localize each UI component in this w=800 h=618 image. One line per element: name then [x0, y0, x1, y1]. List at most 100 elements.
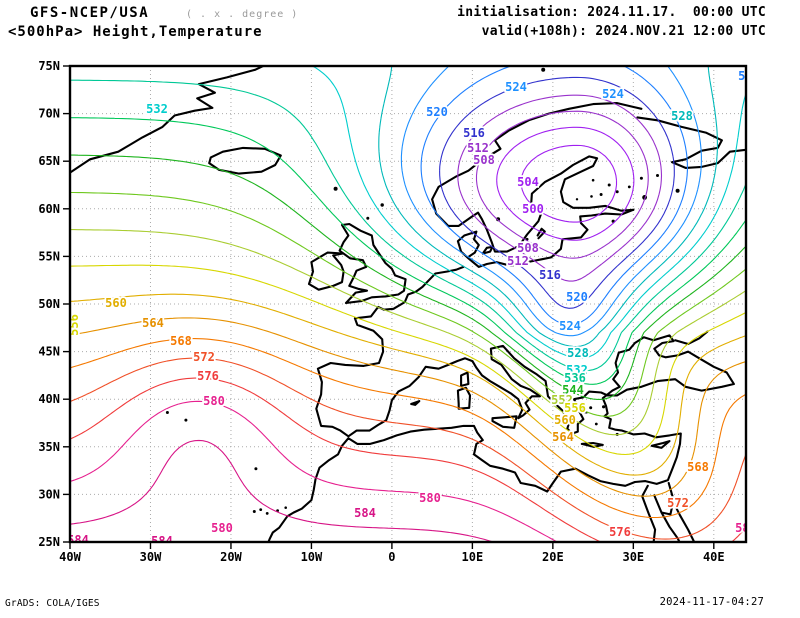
contour-label: 544	[562, 383, 584, 397]
coastline	[674, 330, 709, 346]
coastline	[410, 400, 421, 406]
contour-line-516	[439, 76, 675, 309]
contour-line-584	[70, 439, 494, 542]
contour-label: 576	[609, 525, 631, 539]
map-frame	[68, 64, 748, 544]
lat-label: 35N	[38, 440, 60, 454]
contour-label: 556	[564, 401, 586, 415]
lat-label: 65N	[38, 154, 60, 168]
island-dot	[496, 217, 501, 222]
coastline	[641, 484, 657, 542]
model-name: GFS-NCEP/USA	[30, 5, 150, 21]
contour-line-564	[70, 317, 746, 497]
lon-label: 40W	[59, 550, 81, 564]
island-dot	[380, 203, 384, 207]
lat-label: 45N	[38, 345, 60, 359]
contour-label: 516	[539, 268, 561, 282]
lon-label: 30W	[140, 550, 162, 564]
contour-label: 524	[559, 319, 581, 333]
contour-label: 504	[517, 175, 539, 189]
contour-label: 572	[193, 350, 215, 364]
coastline	[70, 66, 266, 174]
lat-label: 25N	[38, 535, 60, 549]
contour-label: 584	[67, 533, 89, 547]
contour-label: 584	[151, 534, 173, 548]
island-dot	[675, 188, 680, 193]
contour-label: 580	[735, 521, 757, 535]
contour-label: 536	[564, 371, 586, 385]
contour-line-548	[70, 191, 746, 417]
coastline	[653, 481, 675, 516]
contour-label: 528	[671, 109, 693, 123]
island-dot	[639, 176, 643, 180]
coastline	[431, 102, 643, 253]
contour-line-576	[70, 377, 746, 542]
island-dot	[165, 411, 169, 414]
contour-line-552	[70, 229, 746, 436]
island-dot	[252, 510, 256, 513]
coastline	[208, 146, 282, 175]
contour-label: 512	[507, 254, 529, 268]
lon-label: 40E	[703, 550, 725, 564]
coastline	[491, 415, 518, 429]
lat-label: 60N	[38, 202, 60, 216]
init-time: initialisation: 2024.11.17. 00:00 UTC	[457, 5, 766, 20]
lon-label: 0	[388, 550, 395, 564]
island-dot	[566, 419, 569, 423]
lon-label: 20W	[220, 550, 242, 564]
valid-time: valid(+108h): 2024.NOV.21 12:00 UTC	[481, 24, 766, 39]
contour-label: 580	[203, 394, 225, 408]
lat-label: 50N	[38, 297, 60, 311]
contour-label: 560	[105, 296, 127, 310]
page-title: <500hPa> Height,Temperature	[8, 24, 263, 40]
contour-label: 564	[142, 316, 164, 330]
coastline	[267, 265, 735, 542]
contour-label: 568	[170, 334, 192, 348]
contour-line-572	[70, 357, 746, 540]
contour-label: 580	[211, 521, 233, 535]
contour-label: 512	[467, 141, 489, 155]
contour-line-540	[70, 117, 746, 385]
contour-label: 500	[522, 202, 544, 216]
coastline	[460, 371, 470, 387]
contour-line-504	[496, 126, 635, 241]
island-dot	[656, 174, 659, 177]
contour-label: 560	[554, 413, 576, 427]
island-dot	[541, 67, 546, 72]
island-dot	[594, 422, 598, 426]
lat-label: 55N	[38, 249, 60, 263]
contour-line-560	[70, 293, 746, 476]
island-dot	[627, 185, 631, 189]
island-dot	[284, 506, 288, 510]
coastline	[636, 116, 746, 169]
island-dot	[591, 178, 595, 182]
island-dot	[366, 216, 370, 220]
coastline	[456, 386, 472, 410]
contour-label: 528	[567, 346, 589, 360]
coastline	[456, 208, 635, 268]
axis-ticks	[63, 65, 715, 549]
contour-label: 508	[473, 153, 495, 167]
contour-line-512	[457, 94, 663, 282]
lon-label: 30E	[622, 550, 644, 564]
coastline	[536, 227, 546, 240]
coastline	[580, 441, 604, 448]
lon-label: 10E	[462, 550, 484, 564]
resolution-note: ( . x . degree )	[186, 9, 299, 20]
lon-label: 10W	[301, 550, 323, 564]
contour-line-500	[520, 144, 618, 223]
grid-lines	[70, 66, 746, 542]
island-dot	[590, 195, 593, 198]
lat-label: 40N	[38, 392, 60, 406]
contour-lines	[70, 66, 746, 542]
contour-line-580	[70, 400, 558, 542]
island-dot	[607, 183, 611, 187]
grads-credit: GrADS: COLA/IGES	[5, 598, 100, 609]
island-dot	[602, 405, 606, 409]
contour-label: 576	[197, 369, 219, 383]
contour-line-524	[400, 66, 702, 337]
contour-label: 552	[551, 393, 573, 407]
contour-label: 524	[505, 80, 527, 94]
